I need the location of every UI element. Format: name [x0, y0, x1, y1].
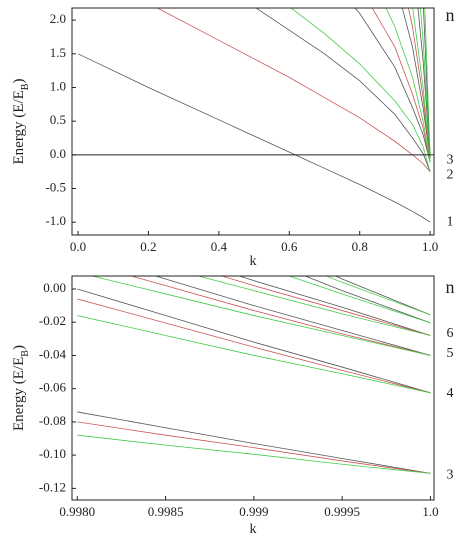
energy-curve [196, 276, 431, 336]
energy-curve [77, 411, 431, 474]
energy-curve [154, 276, 431, 356]
y-tick-label: 1.0 [50, 78, 66, 93]
y-tick-label: -0.04 [39, 346, 67, 361]
level-label: 4 [447, 386, 454, 401]
y-label-end: ) [11, 345, 27, 350]
y-tick-label: 0.5 [50, 112, 66, 127]
energy-curve [220, 276, 431, 336]
energy-curve [424, 8, 431, 157]
energy-curve [371, 8, 431, 163]
y-tick-label: 0.00 [43, 280, 66, 295]
energy-curve [77, 53, 431, 223]
x-tick-label: 0.9980 [59, 504, 95, 519]
energy-curve [423, 8, 431, 157]
x-tick-label: 0.9995 [324, 504, 360, 519]
x-tick-label: 1.0 [422, 239, 438, 254]
energy-curve [290, 8, 431, 172]
energy-curve [325, 276, 431, 316]
y-label-end: ) [11, 79, 27, 84]
x-tick-label: 0.6 [281, 239, 298, 254]
energy-curve [385, 8, 431, 163]
energy-curve [77, 288, 431, 394]
y-label-main: Energy (E/E [11, 90, 27, 164]
level-label: 3 [447, 467, 454, 482]
energy-curve [238, 276, 431, 336]
y-tick-label: -0.08 [39, 413, 66, 428]
energy-curve [408, 8, 431, 159]
x-tick-label: 0.9985 [148, 504, 184, 519]
energy-curve [401, 8, 431, 159]
level-label: 5 [447, 346, 454, 361]
x-tick-label: 0.999 [239, 504, 268, 519]
y-tick-label: -0.02 [39, 313, 66, 328]
plot-area [77, 276, 431, 474]
y-label-main: Energy (E/E [11, 357, 27, 431]
x-tick-label: 0.8 [352, 239, 368, 254]
x-tick-label: 0.4 [211, 239, 228, 254]
x-axis-label: k [250, 522, 257, 537]
y-tick-label: -0.12 [39, 479, 66, 494]
x-tick-label: 0.2 [140, 239, 156, 254]
y-axis-label: Energy (E/EB) [11, 345, 30, 431]
y-label-sub: B [20, 350, 31, 357]
y-tick-label: 2.0 [50, 11, 66, 26]
energy-curve [77, 298, 431, 394]
plot-area [77, 8, 431, 223]
level-label: 2 [447, 167, 454, 182]
energy-curve [90, 276, 431, 356]
energy-curve [354, 8, 431, 163]
y-tick-label: 0.0 [50, 146, 66, 161]
energy-curve [334, 276, 431, 316]
energy-curve [412, 8, 431, 159]
level-label: 6 [447, 326, 454, 341]
energy-curve [77, 434, 431, 474]
y-tick-label: -1.0 [45, 213, 66, 228]
level-label: 1 [447, 214, 454, 229]
energy-curve [77, 421, 431, 474]
x-axis-label: k [250, 254, 257, 269]
energy-curve [77, 315, 431, 394]
energy-curve [304, 276, 431, 324]
plot-frame [71, 275, 435, 501]
y-axis-label: Energy (E/EB) [11, 79, 30, 165]
level-label: 3 [447, 152, 454, 167]
plot-frame [71, 7, 435, 236]
y-label-sub: B [20, 83, 31, 90]
y-tick-label: -0.5 [45, 180, 66, 195]
level-label: n [446, 5, 455, 25]
level-label: n [446, 277, 455, 297]
y-tick-label: -0.10 [39, 446, 66, 461]
y-tick-label: 1.5 [50, 45, 66, 60]
energy-curve [156, 8, 431, 172]
energy-curve [129, 276, 431, 356]
x-tick-label: 0.0 [70, 239, 86, 254]
x-tick-label: 1.0 [422, 504, 438, 519]
y-tick-label: -0.06 [39, 380, 67, 395]
energy-curve [255, 8, 431, 172]
energy-curve [287, 276, 431, 324]
